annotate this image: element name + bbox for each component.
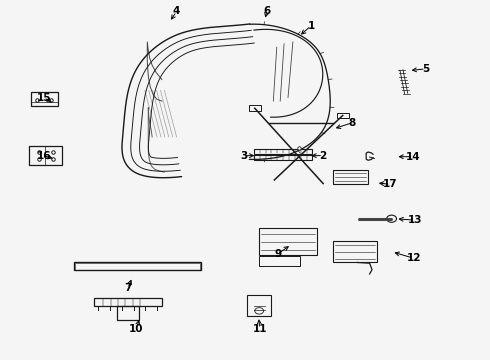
Bar <box>337 113 348 118</box>
Bar <box>117 306 139 320</box>
Text: 6: 6 <box>263 6 270 17</box>
Text: 17: 17 <box>383 179 398 189</box>
Text: 2: 2 <box>319 150 327 161</box>
Bar <box>29 146 45 165</box>
Bar <box>259 256 300 266</box>
Text: 4: 4 <box>173 6 180 17</box>
Text: 1: 1 <box>307 21 315 31</box>
Bar <box>74 262 201 270</box>
Bar <box>75 263 200 270</box>
Bar <box>254 149 313 154</box>
Bar <box>31 92 58 106</box>
Text: 10: 10 <box>129 324 144 334</box>
Text: 3: 3 <box>241 150 247 161</box>
Bar <box>249 105 261 111</box>
Bar <box>333 170 368 184</box>
Bar <box>254 155 313 160</box>
Bar <box>247 296 271 316</box>
Bar <box>259 228 318 255</box>
Bar <box>94 298 162 306</box>
Text: 9: 9 <box>275 248 282 258</box>
Text: 16: 16 <box>36 150 51 161</box>
Text: 15: 15 <box>36 93 51 103</box>
Text: 12: 12 <box>406 253 421 263</box>
Text: 5: 5 <box>422 64 429 74</box>
Text: 8: 8 <box>349 118 356 128</box>
Text: 14: 14 <box>406 152 421 162</box>
Bar <box>333 241 377 262</box>
Text: 11: 11 <box>252 324 267 334</box>
Text: 13: 13 <box>408 215 422 225</box>
Text: 7: 7 <box>124 283 131 293</box>
Bar <box>29 146 62 165</box>
